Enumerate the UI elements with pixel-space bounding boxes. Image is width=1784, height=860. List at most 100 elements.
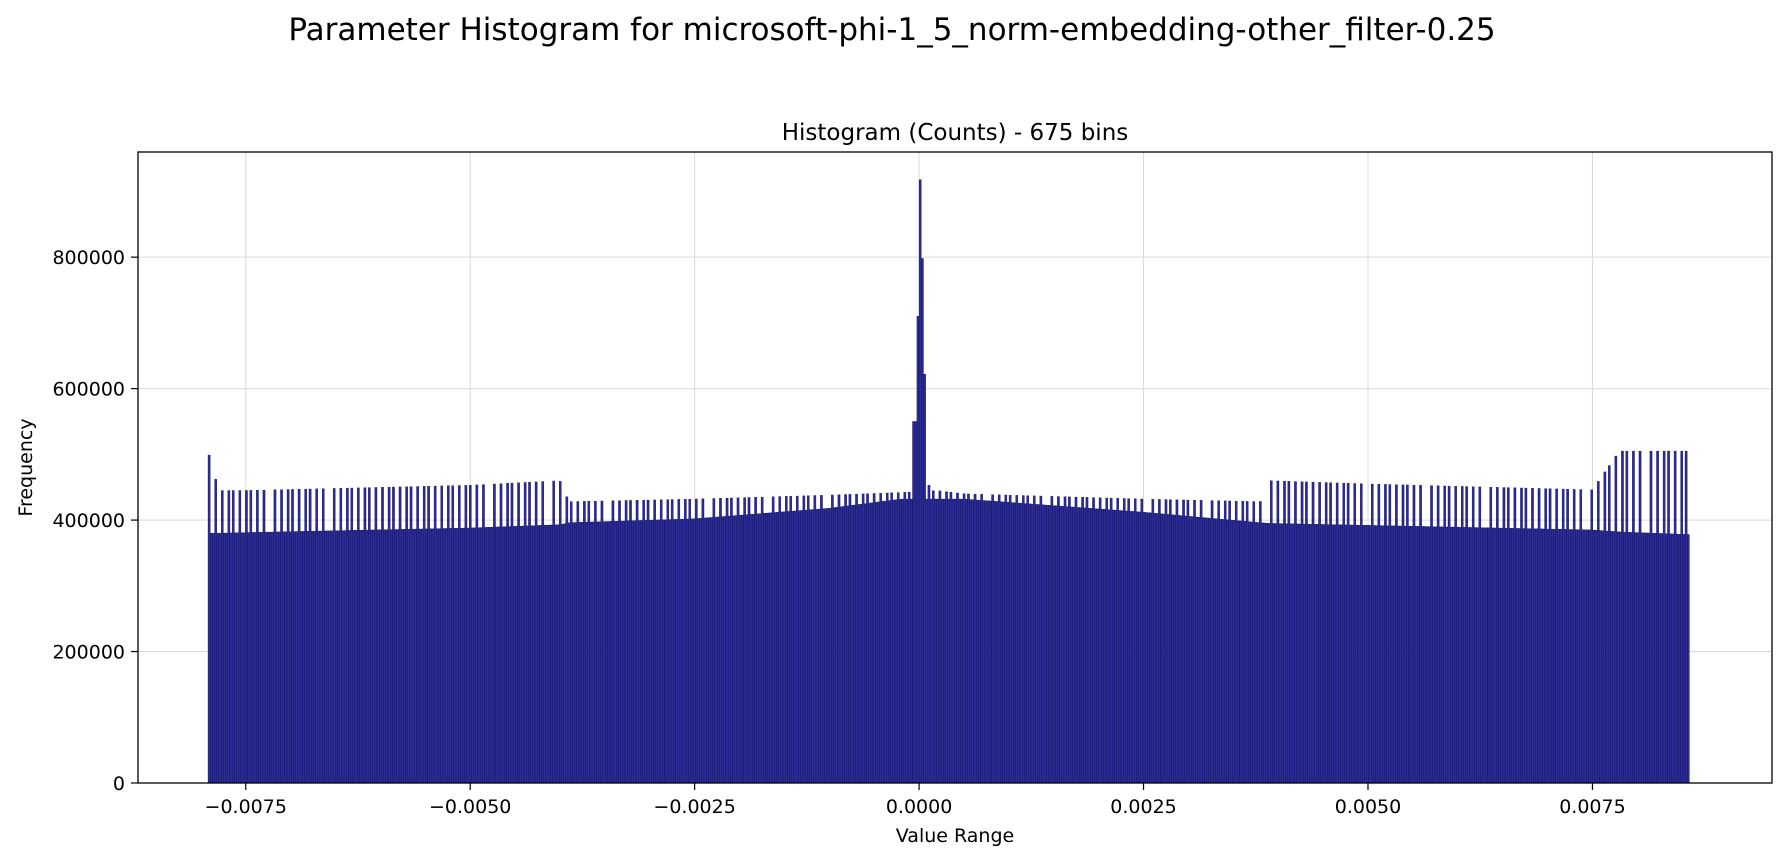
histogram-bar bbox=[1634, 532, 1637, 784]
histogram-bar bbox=[1243, 521, 1247, 784]
histogram-bar bbox=[1629, 532, 1633, 784]
histogram-bar bbox=[1248, 521, 1251, 784]
histogram-bar bbox=[741, 514, 744, 784]
histogram-bar bbox=[574, 522, 577, 784]
histogram-bar bbox=[221, 490, 224, 784]
histogram-bar bbox=[1430, 485, 1433, 784]
histogram-bar bbox=[1006, 502, 1010, 784]
histogram-bar bbox=[471, 527, 474, 784]
histogram-bar bbox=[802, 495, 806, 784]
histogram-bar bbox=[1256, 522, 1260, 784]
histogram-bar bbox=[343, 530, 347, 784]
histogram-bar bbox=[1344, 524, 1348, 784]
histogram-bar bbox=[442, 528, 446, 784]
histogram-bar bbox=[394, 529, 397, 784]
histogram-bar bbox=[993, 501, 997, 784]
histogram-bar bbox=[1013, 502, 1016, 784]
histogram-bar bbox=[1379, 525, 1383, 784]
histogram-bar bbox=[1028, 503, 1032, 784]
histogram-bar bbox=[1531, 488, 1534, 784]
axis-ticks: −0.0075 −0.0050 −0.0025 0.0000 0.0025 0.0050 0… bbox=[52, 247, 1625, 818]
histogram-bar bbox=[1068, 496, 1071, 784]
histogram-bar bbox=[1090, 508, 1093, 784]
histogram-bar bbox=[1588, 529, 1591, 784]
histogram-bar bbox=[653, 499, 656, 784]
histogram-bar bbox=[1261, 522, 1264, 784]
histogram-bar bbox=[1559, 529, 1563, 784]
histogram-bar bbox=[1353, 483, 1356, 784]
histogram-bar bbox=[1289, 523, 1293, 784]
histogram-bar bbox=[710, 517, 713, 784]
histogram-bar bbox=[732, 515, 735, 784]
histogram-bar bbox=[1320, 524, 1324, 784]
histogram-bar bbox=[258, 532, 261, 784]
histogram-bar bbox=[253, 532, 257, 784]
histogram-bar bbox=[519, 525, 523, 784]
histogram-bar bbox=[791, 510, 795, 784]
histogram-bar bbox=[883, 500, 887, 784]
histogram-bar bbox=[962, 493, 966, 784]
histogram-bar bbox=[894, 499, 898, 784]
histogram-bar bbox=[523, 482, 527, 784]
histogram-bar bbox=[1316, 524, 1319, 784]
histogram-bar bbox=[1482, 527, 1486, 784]
histogram-bar bbox=[885, 492, 889, 784]
histogram-bar bbox=[1362, 525, 1365, 784]
histogram-bar bbox=[923, 373, 926, 784]
histogram-bar bbox=[416, 486, 419, 784]
histogram-bar bbox=[754, 497, 757, 784]
histogram-bar bbox=[778, 496, 781, 784]
histogram-bar bbox=[809, 509, 812, 784]
histogram-bar bbox=[458, 485, 461, 784]
histogram-bar bbox=[1434, 526, 1438, 784]
histogram-bar bbox=[405, 486, 408, 784]
histogram-bar bbox=[295, 531, 299, 784]
histogram-bar bbox=[1114, 509, 1117, 784]
histogram-bar bbox=[1577, 529, 1580, 784]
histogram-bar bbox=[510, 482, 514, 784]
histogram-bar bbox=[1474, 527, 1477, 784]
histogram-bar bbox=[242, 532, 246, 784]
histogram-bar bbox=[1037, 504, 1040, 784]
histogram-bar bbox=[1423, 526, 1427, 784]
histogram-bar bbox=[269, 531, 272, 784]
histogram-bar bbox=[1331, 524, 1335, 784]
histogram-bar bbox=[449, 528, 452, 784]
histogram-bar bbox=[868, 502, 871, 784]
histogram-bar bbox=[642, 499, 645, 784]
histogram-bar bbox=[1654, 533, 1657, 784]
histogram-bar bbox=[921, 258, 924, 784]
histogram-bar bbox=[409, 486, 413, 784]
histogram-bar bbox=[611, 500, 615, 784]
histogram-bar bbox=[311, 531, 314, 784]
histogram-bar bbox=[1340, 524, 1343, 784]
histogram-bar bbox=[357, 487, 360, 784]
histogram-bar bbox=[1278, 523, 1282, 784]
histogram-bar bbox=[701, 498, 705, 784]
histogram-bar bbox=[1485, 527, 1488, 784]
histogram-bar bbox=[951, 498, 955, 784]
histogram-bar bbox=[758, 513, 762, 784]
histogram-bar bbox=[267, 531, 270, 784]
histogram-bar bbox=[1478, 486, 1482, 784]
histogram-bar bbox=[659, 499, 663, 784]
histogram-bar bbox=[697, 518, 700, 784]
histogram-bar bbox=[1162, 513, 1166, 784]
histogram-bar bbox=[965, 499, 968, 784]
histogram-bar bbox=[1456, 527, 1460, 784]
histogram-bar bbox=[594, 500, 597, 784]
histogram-bar bbox=[905, 498, 909, 784]
histogram-bar bbox=[214, 479, 217, 784]
histogram-bar bbox=[1355, 524, 1359, 784]
histogram-bar bbox=[550, 524, 553, 784]
histogram-bar bbox=[236, 532, 239, 784]
histogram-bar bbox=[622, 520, 626, 784]
histogram-bar bbox=[1441, 526, 1444, 784]
histogram-bar bbox=[1000, 501, 1003, 784]
histogram-bar bbox=[1557, 529, 1561, 784]
histogram-bar bbox=[1384, 484, 1387, 784]
histogram-bar bbox=[1412, 484, 1416, 784]
histogram-bar bbox=[712, 498, 716, 784]
histogram-bar bbox=[1096, 508, 1100, 784]
histogram-bar bbox=[916, 316, 920, 784]
